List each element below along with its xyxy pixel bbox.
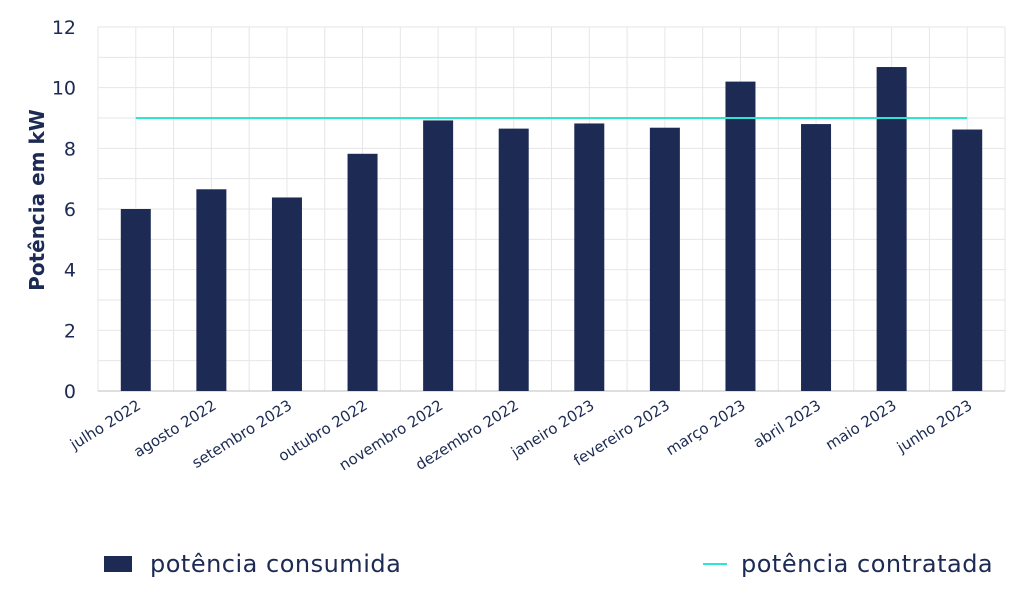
bar — [801, 124, 832, 392]
bar — [876, 67, 907, 391]
bar — [120, 209, 151, 391]
legend-label-contratada: potência contratada — [741, 550, 994, 578]
legend-line-swatch — [703, 563, 727, 565]
bar — [725, 81, 756, 391]
legend-item-consumida: potência consumida — [104, 550, 401, 578]
bar-series — [120, 67, 983, 392]
grid — [97, 26, 1006, 392]
bar — [574, 123, 605, 392]
x-tick-label: junho 2023 — [893, 396, 975, 457]
bar — [498, 128, 529, 391]
y-tick-label: 2 — [64, 320, 76, 342]
legend-label-consumida: potência consumida — [150, 550, 402, 578]
y-axis-label: Potência em kW — [25, 109, 49, 291]
y-tick-label: 4 — [64, 260, 76, 282]
y-tick-label: 0 — [64, 381, 76, 403]
legend-bar-swatch — [104, 556, 132, 572]
x-tick-label: abril 2023 — [750, 396, 824, 452]
x-tick-label: março 2023 — [663, 396, 749, 459]
y-axis-ticks: 0 2 4 6 8 10 12 — [52, 17, 76, 403]
bar — [347, 153, 378, 391]
y-tick-label: 12 — [52, 17, 76, 39]
bar — [196, 189, 227, 391]
bar — [649, 127, 680, 391]
bar — [952, 129, 983, 391]
bar — [271, 197, 302, 391]
y-tick-label: 6 — [64, 199, 76, 221]
bar — [423, 120, 454, 391]
x-tick-label: maio 2023 — [822, 396, 899, 454]
y-tick-label: 10 — [52, 78, 76, 100]
legend-item-contratada: potência contratada — [703, 550, 993, 578]
y-tick-label: 8 — [64, 138, 76, 160]
